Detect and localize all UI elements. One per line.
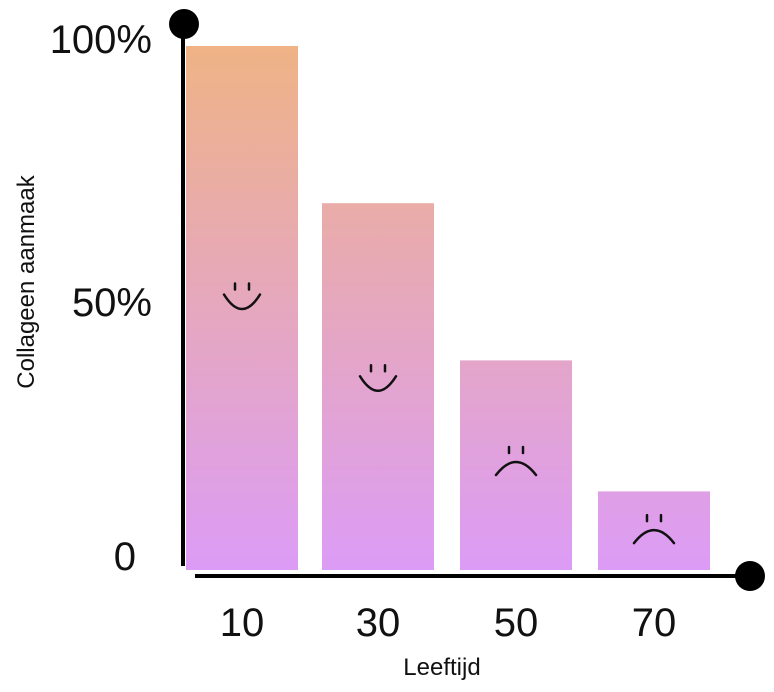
bar-50 [460, 360, 572, 570]
sad-face-icon-70 [632, 513, 676, 545]
y-tick-label-1: 50% [72, 281, 152, 325]
x-axis-end-dot [735, 561, 765, 591]
bar-30 [322, 203, 434, 570]
x-tick-label-70: 70 [632, 601, 677, 645]
y-tick-label-0: 0 [114, 535, 136, 579]
x-tick-label-50: 50 [494, 601, 539, 645]
smiley-face-icon-10 [222, 282, 262, 311]
y-tick-labels: 0 50% 100% [50, 18, 152, 579]
faces-layer [222, 282, 676, 545]
y-tick-label-2: 100% [50, 18, 152, 62]
smiley-face-icon-30 [358, 364, 398, 392]
x-tick-label-30: 30 [356, 601, 401, 645]
y-axis-end-dot [169, 9, 199, 39]
bars-layer [186, 46, 710, 570]
x-tick-labels: 10 30 50 70 [220, 601, 677, 645]
y-axis-title: Collageen aanmaak [13, 174, 40, 388]
x-tick-label-10: 10 [220, 601, 265, 645]
sad-face-icon-50 [494, 445, 538, 477]
x-axis-title: Leeftijd [403, 654, 480, 681]
